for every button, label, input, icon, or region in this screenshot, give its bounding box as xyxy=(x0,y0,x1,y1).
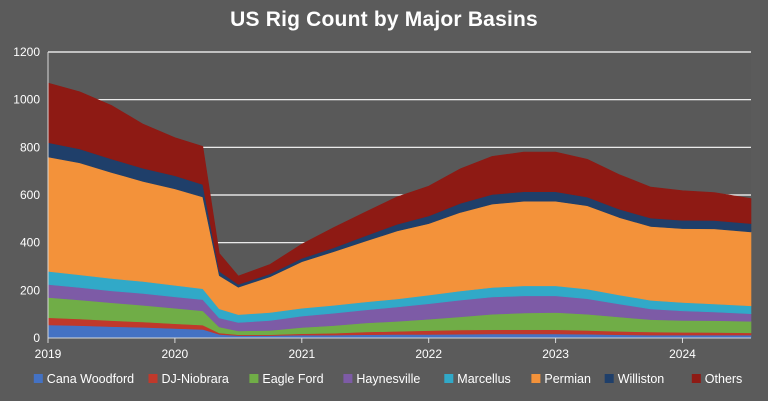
x-tick-label: 2024 xyxy=(669,347,696,361)
y-tick-label: 0 xyxy=(33,331,40,345)
chart-title: US Rig Count by Major Basins xyxy=(230,8,538,31)
legend-label: Others xyxy=(705,372,743,386)
legend-item-eagle-ford: Eagle Ford xyxy=(249,372,324,386)
axes: 0 200 400 600 800 1000 1200 2019 2020 2021 2022 202… xyxy=(13,45,751,361)
y-tick-label: 400 xyxy=(20,236,40,250)
legend-item-haynesville: Haynesville xyxy=(343,372,420,386)
legend-label: Eagle Ford xyxy=(262,372,323,386)
area-series xyxy=(47,82,752,339)
x-tick-label: 2019 xyxy=(35,347,62,361)
y-tick-label: 1200 xyxy=(13,45,40,59)
legend-item-permian: Permian xyxy=(531,372,591,386)
legend-item-cana-woodford: Cana Woodford xyxy=(33,372,134,386)
legend-item-others: Others xyxy=(691,372,743,386)
x-tick-label: 2022 xyxy=(415,347,442,361)
legend-label: DJ-Niobrara xyxy=(162,372,229,386)
y-tick-label: 1000 xyxy=(13,93,40,107)
x-tick-label: 2023 xyxy=(542,347,569,361)
x-tick-label: 2020 xyxy=(162,347,189,361)
legend-swatch xyxy=(531,374,541,383)
x-tick-label: 2021 xyxy=(288,347,315,361)
legend-label: Haynesville xyxy=(356,372,420,386)
legend-swatch xyxy=(343,374,353,383)
y-tick-label: 600 xyxy=(20,188,40,202)
legend-swatch xyxy=(691,374,701,383)
legend-item-williston: Williston xyxy=(604,372,665,386)
legend-label: Permian xyxy=(544,372,591,386)
legend: Cana Woodford DJ-Niobrara Eagle Ford Haynes… xyxy=(33,372,743,386)
legend-item-marcellus: Marcellus xyxy=(444,372,511,386)
y-tick-label: 800 xyxy=(20,140,40,154)
legend-swatch xyxy=(33,374,43,383)
y-tick-label: 200 xyxy=(20,283,40,297)
legend-swatch xyxy=(604,374,614,383)
legend-swatch xyxy=(444,374,454,383)
legend-swatch xyxy=(148,374,158,383)
area-others xyxy=(47,82,752,285)
legend-label: Williston xyxy=(618,372,665,386)
legend-label: Cana Woodford xyxy=(47,372,134,386)
legend-label: Marcellus xyxy=(457,372,511,386)
legend-swatch xyxy=(249,374,259,383)
legend-item-dj-niobrara: DJ-Niobrara xyxy=(148,372,229,386)
